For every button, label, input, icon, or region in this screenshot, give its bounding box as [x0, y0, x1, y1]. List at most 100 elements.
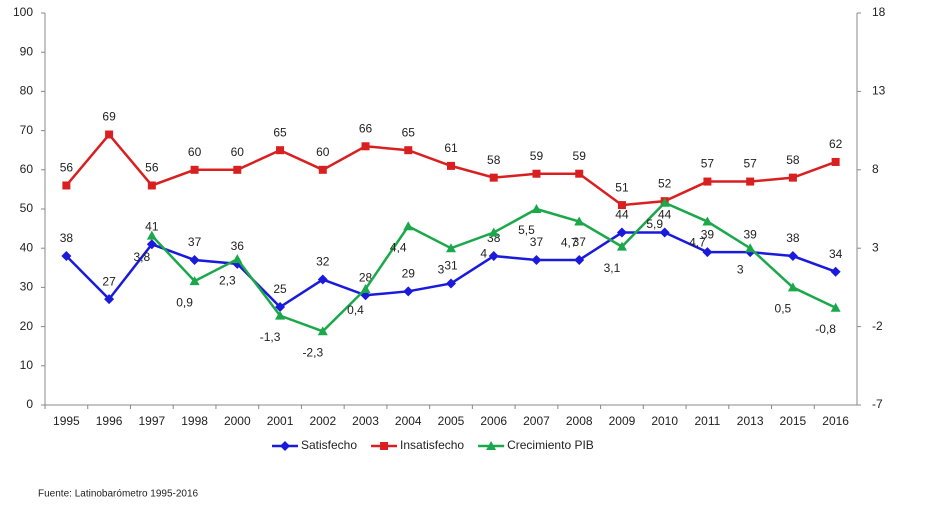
x-tick-label: 2003	[352, 414, 379, 428]
point	[532, 170, 540, 178]
data-label: 66	[359, 121, 373, 135]
x-tick-label: 2001	[267, 414, 294, 428]
x-tick-label: 1998	[181, 414, 208, 428]
y-tick-label: 0	[26, 397, 33, 411]
data-label: -0,8	[815, 322, 836, 336]
data-label: 57	[743, 157, 757, 171]
x-tick-label: 2010	[651, 414, 678, 428]
point	[233, 166, 241, 174]
data-label: 0,5	[775, 302, 792, 316]
data-label: 58	[786, 153, 800, 167]
data-label: 56	[145, 161, 159, 175]
data-label: 58	[487, 153, 501, 167]
data-label: 65	[402, 125, 416, 139]
data-label: 60	[231, 145, 245, 159]
data-label: 31	[444, 259, 458, 273]
x-tick-label: 2008	[566, 414, 593, 428]
x-tick-label: 2013	[737, 414, 764, 428]
point	[380, 442, 388, 450]
y-tick-label: 10	[20, 358, 34, 372]
legend-label: Satisfecho	[301, 438, 357, 452]
data-label: 34	[829, 247, 843, 261]
data-label: 59	[530, 149, 544, 163]
data-label: 44	[615, 208, 629, 222]
point	[831, 267, 841, 277]
data-label: 2,3	[219, 273, 236, 287]
data-label: 0,4	[347, 303, 364, 317]
point	[789, 174, 797, 182]
point	[490, 174, 498, 182]
data-label: 0,9	[176, 295, 193, 309]
data-label: 5,9	[646, 217, 663, 231]
point	[703, 178, 711, 186]
point	[531, 255, 541, 265]
x-tick-label: 1995	[53, 414, 80, 428]
data-label: 4,7	[689, 236, 706, 250]
y-tick-label: 60	[20, 162, 34, 176]
data-label: 38	[786, 231, 800, 245]
y-tick-label: 20	[20, 319, 34, 333]
data-label: 59	[573, 149, 587, 163]
point	[788, 251, 798, 261]
point	[618, 201, 626, 209]
x-tick-label: 2009	[609, 414, 636, 428]
data-label: 60	[316, 145, 330, 159]
point	[403, 221, 413, 230]
point	[403, 286, 413, 296]
x-tick-label: 2007	[523, 414, 550, 428]
data-label: 4	[480, 247, 487, 261]
point	[531, 204, 541, 213]
data-label: 60	[188, 145, 202, 159]
y-tick-label: 80	[20, 84, 34, 98]
point	[62, 181, 70, 189]
x-tick-label: 1997	[138, 414, 165, 428]
data-label: 56	[60, 161, 74, 175]
y2-tick-label: 18	[872, 5, 886, 19]
x-tick-label: 2000	[224, 414, 251, 428]
data-label: 4,4	[390, 240, 407, 254]
point	[447, 162, 455, 170]
data-label: 3	[438, 262, 445, 276]
point	[191, 166, 199, 174]
data-label: 65	[273, 125, 287, 139]
y2-tick-label: 3	[872, 240, 879, 254]
point	[276, 146, 284, 154]
data-label: 38	[60, 231, 74, 245]
data-label: 69	[102, 110, 116, 124]
data-label: 3	[737, 262, 744, 276]
data-label: 29	[402, 266, 416, 280]
x-tick-label: 2015	[780, 414, 807, 428]
y2-tick-label: -7	[872, 397, 883, 411]
legend-label: Insatisfecho	[400, 438, 464, 452]
point	[148, 181, 156, 189]
chart: Fuente: Latinobarómetro 1995-2016 0 10 20 3…	[0, 0, 930, 523]
x-tick-label: 2011	[695, 414, 721, 428]
data-label: 51	[615, 180, 629, 194]
point	[190, 255, 200, 265]
y-tick-label: 90	[20, 44, 34, 58]
x-tick-label: 2002	[309, 414, 336, 428]
y2-tick-label: 8	[872, 162, 879, 176]
data-label: -1,3	[260, 330, 281, 344]
y-tick-label: 50	[20, 201, 34, 215]
legend-label: Crecimiento PIB	[507, 438, 594, 452]
y2-tick-label: -2	[872, 319, 883, 333]
x-tick-label: 2006	[480, 414, 507, 428]
y2-tick-label: 13	[872, 84, 886, 98]
data-label: 36	[231, 239, 245, 253]
data-label: -2,3	[302, 345, 323, 359]
point	[746, 178, 754, 186]
series-line	[152, 203, 836, 332]
data-label: 37	[188, 235, 202, 249]
data-label: 3,8	[133, 250, 150, 264]
point	[362, 142, 370, 150]
data-label: 61	[444, 141, 458, 155]
data-label: 37	[530, 235, 544, 249]
point	[319, 166, 327, 174]
data-label: 52	[658, 176, 672, 190]
point	[280, 441, 290, 451]
source-note: Fuente: Latinobarómetro 1995-2016	[38, 489, 199, 500]
x-tick-label: 2005	[438, 414, 465, 428]
x-tick-label: 1996	[96, 414, 123, 428]
data-label: 4,7	[561, 236, 578, 250]
